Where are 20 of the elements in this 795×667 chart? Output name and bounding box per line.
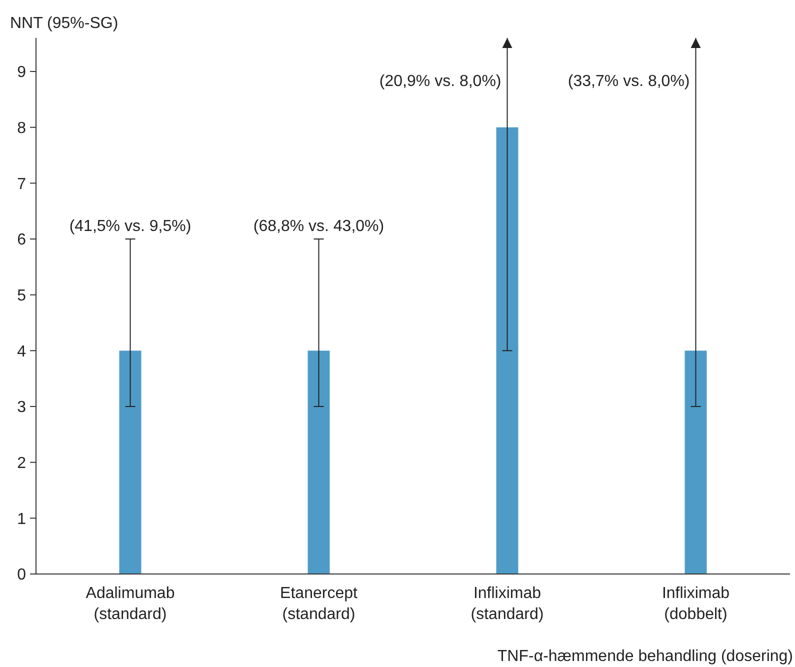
y-tick-label: 0 — [17, 566, 26, 584]
annotation: (68,8% vs. 43,0%) — [253, 218, 384, 235]
y-tick-label: 6 — [17, 232, 26, 249]
y-tick-label: 3 — [17, 399, 26, 416]
y-tick-label: 2 — [17, 454, 26, 472]
x-tick-label: Infliximab (dobbelt) — [662, 585, 730, 623]
y-tick-label: 8 — [17, 120, 26, 137]
y-tick-label: 5 — [17, 287, 26, 304]
y-tick-label: 1 — [17, 510, 26, 528]
y-tick-label: 7 — [17, 176, 26, 193]
y-axis-title: NNT (95%-SG) — [10, 15, 118, 32]
y-tick-label: 9 — [17, 64, 26, 82]
annotation: (33,7% vs. 8,0%) — [568, 73, 690, 90]
x-tick-label: Adalimumab (standard) — [86, 585, 175, 623]
y-tick-label: 4 — [17, 343, 26, 360]
annotation: (20,9% vs. 8,0%) — [379, 73, 502, 90]
x-axis-title: TNF-α-hæmmende behandling (dosering) — [497, 648, 793, 665]
x-tick-label: Infliximab (standard) — [470, 585, 544, 623]
x-tick-label: Etanercept (standard) — [280, 585, 358, 623]
annotation: (41,5% vs. 9,5%) — [69, 218, 192, 235]
